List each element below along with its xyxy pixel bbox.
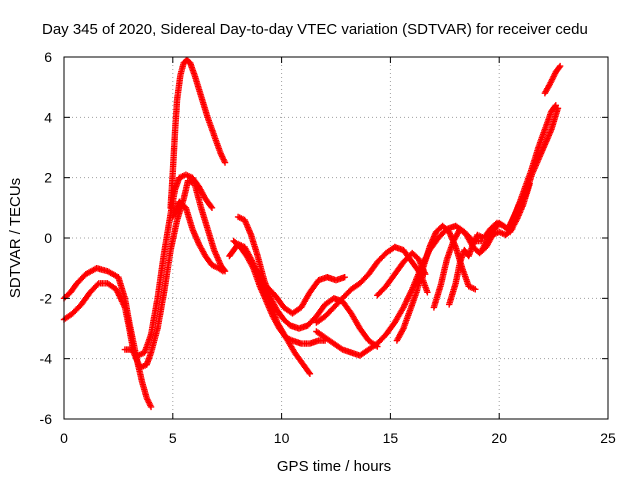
series-trace-p	[478, 102, 559, 254]
series-trace-r	[541, 62, 564, 97]
series-trace-d	[167, 56, 229, 211]
series-trace-a	[60, 265, 155, 411]
chart-title: Day 345 of 2020, Sidereal Day-to-day VTE…	[42, 21, 588, 38]
x-tick-label: 10	[274, 430, 290, 446]
y-tick-label: 2	[44, 170, 52, 186]
data-point	[556, 62, 564, 70]
series-trace-q	[506, 105, 562, 230]
series-trace-h	[230, 237, 329, 347]
data-point	[521, 193, 528, 201]
data-point	[221, 159, 229, 166]
y-axis-label: SDTVAR / TECUs	[7, 178, 24, 298]
x-tick-label: 25	[600, 430, 616, 446]
data-point	[207, 203, 215, 210]
data-point	[556, 64, 563, 71]
data-point	[208, 204, 216, 212]
data-point	[554, 105, 562, 112]
axes: 0 5 10 15 20 25 -6 -4 -2 0 2 4 6	[40, 49, 616, 446]
data-point	[219, 267, 227, 275]
series-trace-i	[256, 274, 348, 317]
data-point	[472, 286, 479, 293]
data-point	[305, 369, 313, 376]
x-axis-label: GPS time / hours	[277, 458, 391, 475]
data-point	[147, 403, 155, 411]
series-trace-e	[169, 198, 227, 275]
y-tick-label: -2	[40, 290, 53, 306]
y-tick-label: 4	[44, 109, 52, 125]
data-point	[341, 274, 348, 281]
y-tick-label: 6	[44, 49, 52, 65]
x-tick-label: 5	[169, 430, 177, 446]
x-tick-label: 0	[60, 430, 68, 446]
x-tick-label: 20	[491, 430, 507, 446]
data-point	[424, 289, 431, 296]
y-tick-label: 0	[44, 230, 52, 246]
data-point	[94, 281, 101, 288]
data-marks	[60, 56, 564, 411]
y-tick-label: -6	[40, 411, 53, 427]
y-tick-label: -4	[40, 351, 53, 367]
x-tick-label: 15	[383, 430, 399, 446]
data-point	[306, 370, 314, 377]
